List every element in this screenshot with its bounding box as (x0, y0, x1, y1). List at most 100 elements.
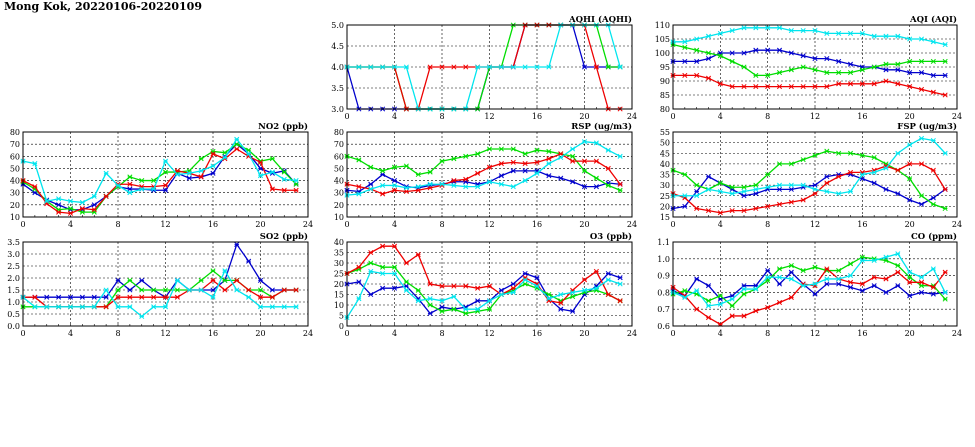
fsp-blue-series-point (705, 174, 712, 180)
no2-green-series-point (79, 209, 85, 215)
rsp-red-series-point (475, 170, 481, 176)
no2-red-series-point (281, 187, 287, 193)
rsp-cyan-series-point (427, 181, 433, 187)
so2-green-series-point (151, 287, 157, 293)
o3-cyan-series-point (439, 298, 445, 304)
fsp-ytick-label: 35 (660, 171, 670, 180)
rsp-blue-series (346, 170, 621, 193)
co-cyan-series-point (705, 303, 712, 309)
fsp-ytick-label: 55 (660, 128, 670, 137)
so2-cyan-series-point (246, 294, 252, 300)
so2-cyan-series-point (293, 304, 299, 310)
fsp-cyan-series-point (812, 186, 818, 192)
fsp-red-series-point (847, 169, 854, 175)
aqi-green-series-point (682, 44, 688, 50)
rsp-green-series-point (463, 153, 469, 159)
aqi-green-series-point (907, 58, 913, 64)
o3-xtick-label: 20 (579, 329, 589, 338)
aqi-ytick-label: 90 (660, 77, 670, 86)
fsp-cyan-series-point (930, 137, 936, 144)
rsp-xtick-label: 12 (484, 220, 494, 229)
co-red-series-point (776, 299, 783, 306)
o3-title: O3 (ppb) (590, 231, 632, 242)
o3-ytick-label: 15 (334, 291, 344, 300)
fsp-green-series-point (788, 161, 794, 167)
aqi-blue-series-point (836, 58, 842, 64)
no2-cyan-series-point (162, 158, 169, 164)
aqi-green-series-point (918, 58, 925, 64)
aqi-blue-series-point (753, 47, 759, 53)
co-blue-series-point (705, 283, 712, 289)
rsp-blue-series-point (498, 173, 504, 179)
aqi-cyan-series-point (824, 30, 830, 36)
fsp-cyan-series-point (705, 186, 712, 192)
so2-blue-series-point (91, 294, 97, 300)
rsp-green-series-point (486, 146, 493, 152)
no2-cyan-series-point (246, 151, 252, 157)
aqi-blue-series-point (705, 56, 712, 62)
fsp-cyan-series-point (741, 188, 747, 195)
aqhi-xtick-label: 12 (484, 112, 494, 121)
o3-red-series-point (368, 249, 374, 256)
no2-red-series-point (127, 181, 133, 187)
so2-ytick-label: 1.5 (7, 286, 20, 295)
co-blue-series-point (883, 289, 889, 295)
fsp-ytick-label: 45 (660, 149, 670, 158)
co-cyan-series-point (800, 283, 806, 289)
so2-cyan-series-point (67, 304, 74, 310)
aqhi-green-series-point (605, 64, 611, 70)
rsp-red-series-point (546, 156, 552, 162)
co-green-series-point (812, 264, 818, 270)
co-red-series-point (705, 315, 712, 321)
fsp-cyan-series-point (847, 188, 854, 195)
so2-red-series-point (32, 294, 38, 300)
aqhi-red-series-point (593, 64, 599, 70)
no2-cyan-series-point (151, 186, 157, 192)
no2-green-series-point (151, 178, 157, 184)
rsp-green-series-point (368, 164, 374, 170)
co-red-series-point (847, 279, 854, 285)
o3-blue-series-point (522, 270, 528, 277)
aqhi-ytick-label: 5.0 (331, 21, 344, 30)
co-blue-series-point (895, 283, 901, 289)
fsp-red-series-point (788, 199, 794, 205)
aqi-cyan-series-point (729, 28, 735, 34)
rsp-red-series-point (534, 159, 540, 165)
fsp-green-series-point (942, 205, 948, 212)
aqhi-xtick-label: 0 (344, 112, 349, 121)
no2-cyan-series-point (174, 171, 180, 178)
co-red-series-point (859, 281, 865, 287)
fsp-red-series-point (930, 167, 936, 173)
aqi-title: AQI (AQI) (909, 14, 957, 25)
fsp-blue-series-point (930, 195, 936, 201)
o3-cyan-series-point (510, 289, 516, 295)
no2-cyan-series-point (56, 196, 62, 202)
fsp-blue-series-point (824, 174, 830, 180)
aqi-blue-series-point (907, 70, 913, 76)
aqi-green-series-point (824, 70, 830, 76)
fsp-red-series-point (717, 210, 723, 216)
rsp-red-series-point (498, 161, 504, 167)
no2-cyan-series-point (186, 170, 192, 176)
fsp-blue-series-point (812, 182, 818, 188)
o3-cyan-series-point (570, 289, 576, 295)
no2-ytick-label: 50 (10, 164, 20, 173)
co-blue-series-point (765, 268, 771, 274)
o3-red-series-point (581, 277, 588, 283)
aqhi-cyan-series-point (617, 64, 623, 70)
aqi-red-series-point (765, 84, 771, 90)
o3-cyan-series-point (475, 306, 481, 312)
aqi-green-series-point (788, 67, 794, 73)
rsp-cyan-series-point (605, 147, 611, 153)
rsp-xtick-label: 8 (439, 220, 444, 229)
rsp-blue-series-point (546, 173, 552, 179)
o3-blue-series-point (510, 281, 516, 287)
rsp-blue-series-point (558, 175, 564, 181)
rsp-blue-series-point (368, 181, 374, 187)
rsp-cyan-series-point (581, 139, 588, 145)
o3-blue-series-point (475, 298, 481, 304)
co-red-series-point (895, 269, 901, 275)
fsp-cyan-series-point (942, 150, 948, 156)
aqi-green-series-point (776, 70, 783, 76)
